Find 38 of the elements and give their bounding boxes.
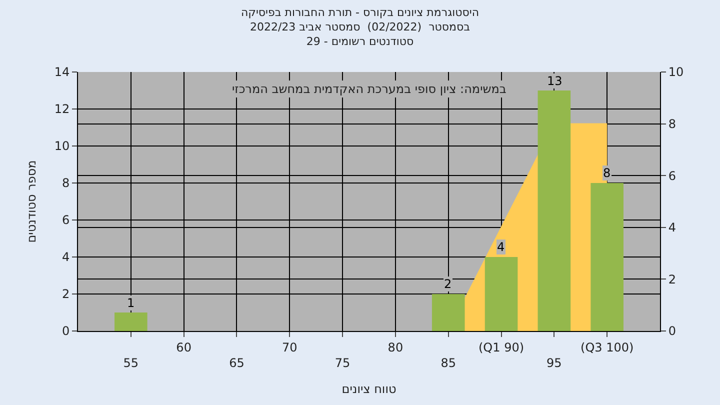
x-axis-title: טווח ציונים bbox=[342, 382, 396, 396]
y2-tick-label: 2 bbox=[668, 272, 676, 286]
data-label: 13 bbox=[547, 74, 562, 88]
y2-tick-label: 0 bbox=[668, 324, 676, 338]
data-label: 8 bbox=[603, 166, 611, 180]
bar bbox=[484, 257, 518, 331]
x-tick-label: 60 bbox=[176, 340, 192, 354]
x-tick-label: (Q1 90) bbox=[478, 340, 524, 354]
y-tick-label: 8 bbox=[62, 176, 70, 190]
chart-title: היסטוגרמת ציונים בקורס - תורת החבורות בפיסיקה בסמסטר (02/2022) סמסטר אביב 2022/23 סטודנטים רשומים - 29 bbox=[240, 6, 480, 48]
y-tick-label: 0 bbox=[62, 324, 70, 338]
bar bbox=[538, 90, 571, 331]
annotation: במשימה: ציון סופי במערכת האקדמית במחשב המרכזי bbox=[232, 82, 506, 96]
x-tick-label: 75 bbox=[334, 356, 350, 370]
y2-tick-label: 10 bbox=[668, 65, 684, 80]
y2-tick-label: 6 bbox=[668, 168, 676, 183]
x-tick-label: (Q3 100) bbox=[580, 340, 634, 354]
bar bbox=[590, 183, 624, 331]
y2-tick-label: 8 bbox=[668, 117, 676, 131]
y-tick-label: 6 bbox=[62, 213, 70, 228]
bar bbox=[432, 294, 465, 331]
x-tick-label: 85 bbox=[440, 356, 456, 370]
y-axis-title: מספר סטודנטים bbox=[24, 160, 39, 243]
y-tick-label: 4 bbox=[62, 250, 70, 264]
y-tick-label: 10 bbox=[54, 139, 70, 154]
x-tick-label: 95 bbox=[546, 356, 562, 370]
y-tick-label: 14 bbox=[54, 65, 70, 80]
data-label: 2 bbox=[444, 277, 452, 291]
y-tick-label: 12 bbox=[54, 102, 70, 116]
y2-tick-label: 4 bbox=[668, 220, 676, 235]
x-tick-label: 65 bbox=[229, 356, 244, 370]
x-tick-label: 80 bbox=[388, 340, 404, 354]
x-tick-label: 70 bbox=[282, 340, 298, 354]
x-tick-label: 55 bbox=[123, 356, 139, 370]
data-label: 4 bbox=[497, 240, 505, 254]
bar bbox=[114, 312, 148, 331]
y-tick-label: 2 bbox=[62, 287, 70, 302]
data-label: 1 bbox=[127, 296, 135, 310]
